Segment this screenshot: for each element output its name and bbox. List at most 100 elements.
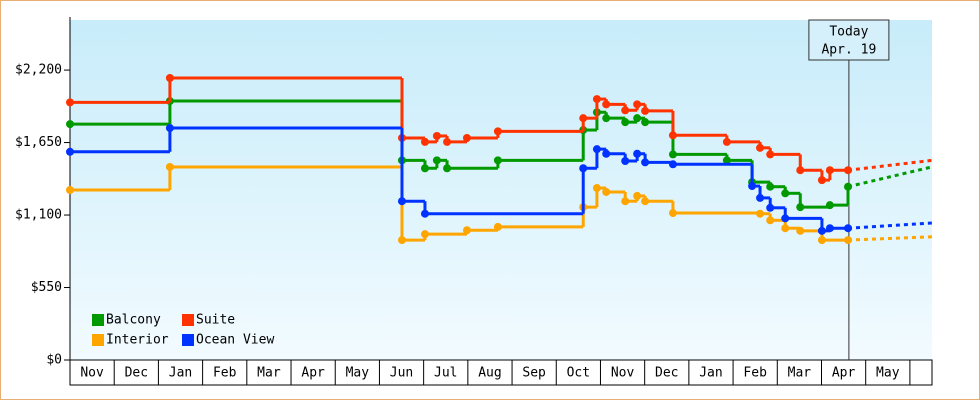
y-tick-label: $2,200 [15,63,62,78]
point [641,158,650,167]
point [621,197,630,206]
y-tick-label: $1,650 [15,135,62,150]
x-tick-label: Jul [434,366,457,381]
x-tick-label: Jun [390,366,413,381]
x-tick-label: Aug [478,366,501,381]
point [781,214,790,223]
point [602,149,611,158]
x-tick-label: Jan [699,366,722,381]
point [817,226,826,235]
point [796,166,805,175]
point [462,226,471,235]
point [641,118,650,127]
x-tick-label: Mar [257,366,281,381]
point [420,137,429,146]
point [796,203,805,212]
point [722,156,731,165]
x-tick-label: Dec [125,366,148,381]
point [420,230,429,239]
point [668,209,677,218]
point [668,131,677,140]
point [66,120,74,129]
point [633,191,642,200]
point [766,182,775,191]
point [825,224,834,233]
point [825,166,834,175]
x-tick-label: Jan [169,366,192,381]
point [722,137,731,146]
point [493,156,502,165]
point [579,114,588,123]
point [493,127,502,136]
x-axis-band [69,359,933,386]
point [668,150,677,159]
point [796,226,805,235]
point [633,149,642,158]
point [592,95,601,104]
point [165,124,174,133]
x-tick-label: Oct [567,366,590,381]
legend-swatch [92,334,104,346]
point [66,98,74,107]
legend-swatch [182,314,194,326]
layer: $0 $550 $1,100 $1,650 $2,200 Nov Dec Jan Feb Mar A… [15,19,933,385]
x-tick-label: Nov [80,366,104,381]
point [443,164,452,173]
x-tick-label: May [346,366,370,381]
x-tick-label: Apr [301,366,325,381]
point [66,186,74,194]
point [781,224,790,233]
point [420,164,429,173]
x-tick-label: Nov [611,366,635,381]
point [165,162,174,171]
forecast-line [847,158,933,172]
point [602,187,611,196]
x-tick-label: Feb [743,366,767,381]
legend-label: Suite [196,313,235,328]
point [766,203,775,212]
point [766,150,775,159]
forecast-line [847,165,933,189]
point [602,100,611,109]
legend-label: Balcony [106,313,161,328]
point [633,114,642,123]
point [621,118,630,127]
y-tick-label: $1,100 [15,208,62,223]
forecast-line [847,221,933,230]
point [641,197,650,206]
point [420,209,429,218]
point [633,100,642,109]
legend-label: Ocean View [196,333,274,348]
point [66,147,74,156]
point [781,189,790,198]
y-tick-label: $0 [46,353,62,368]
point [462,133,471,142]
x-tick-label: Apr [832,366,856,381]
point [825,201,834,210]
point [579,164,588,173]
point [748,182,757,191]
point [592,184,601,193]
point [165,73,174,82]
today-box [808,19,890,61]
point [817,236,826,245]
point [621,106,630,115]
point [443,137,452,146]
x-tick-label: Sep [522,366,546,381]
point [432,131,441,140]
today-label: Today [829,25,868,40]
point [641,106,650,115]
x-tick-label: Dec [655,366,678,381]
point [668,160,677,169]
legend-swatch [182,334,194,346]
point [602,114,611,123]
point [592,145,601,154]
y-tick-label: $550 [31,280,62,295]
point [397,236,406,245]
point [756,143,765,152]
forecast-line [847,235,933,242]
legend-label: Interior [106,333,169,348]
point [817,176,826,185]
legend-swatch [92,314,104,326]
